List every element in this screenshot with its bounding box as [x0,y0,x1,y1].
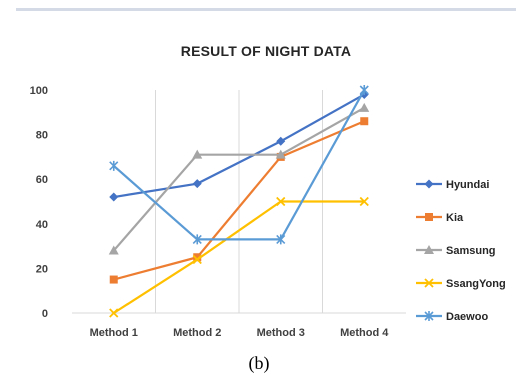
data-point-daewoo [276,234,286,245]
series-line-hyundai [113,93,365,199]
chart-frame: RESULT OF NIGHT DATA 0 20 40 60 80 100 Method … [16,8,516,354]
data-point-ssangyong [359,196,369,207]
series-line-ssangyong [113,200,365,314]
y-tick-label: 60 [36,174,48,186]
legend-marker-daewoo [424,311,434,321]
legend-marker-samsung [424,245,434,254]
legend-label-kia: Kia [446,212,464,224]
legend-label-hyundai: Hyundai [446,179,489,191]
data-point-samsung [359,102,370,112]
data-point-ssangyong [109,308,119,318]
data-point-hyundai [109,192,119,202]
data-point-kia [193,253,202,262]
data-point-daewoo [359,85,369,95]
chart-title: RESULT OF NIGHT DATA [180,43,352,59]
x-tick-label: Method 4 [340,327,389,339]
data-point-kia [109,275,118,284]
x-tick-label: Method 3 [257,327,305,339]
legend-label-daewoo: Daewoo [446,311,488,323]
x-tick-label: Method 2 [173,327,221,339]
data-point-samsung [275,149,286,159]
data-point-ssangyong [276,196,286,207]
data-point-daewoo [192,234,202,245]
legend-label-ssangyong: SsangYong [446,278,506,290]
y-tick-label: 40 [36,219,48,231]
legend-marker-hyundai [424,179,434,189]
y-tick-label: 100 [30,85,48,97]
y-tick-label: 80 [36,130,48,142]
data-point-samsung [108,245,119,255]
legend-marker-kia [425,213,433,221]
series-line-daewoo [113,89,366,241]
data-point-samsung [192,149,203,159]
data-point-hyundai [192,179,202,189]
y-tick-label: 0 [42,308,48,320]
data-point-hyundai [276,136,286,146]
y-tick-label: 20 [36,263,48,275]
legend-marker-ssangyong [424,278,434,288]
data-point-kia [360,117,369,126]
line-chart: 0 20 40 60 80 100 Method 1 Method 2 Method 3 Meth… [30,85,506,339]
x-tick-label: Method 1 [90,327,138,339]
data-point-daewoo [109,160,119,171]
legend-label-samsung: Samsung [446,245,496,257]
data-point-ssangyong [192,254,202,265]
series-line-kia [113,120,365,281]
figure-caption: (b) [248,353,270,373]
